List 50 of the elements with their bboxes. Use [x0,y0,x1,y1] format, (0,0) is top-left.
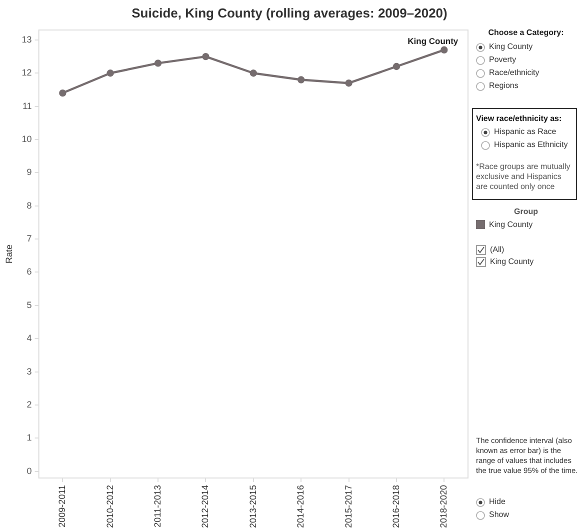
x-tick-label: 2012-2014 [200,484,210,528]
legend-label: King County [489,220,533,229]
text: King County [490,257,534,266]
point [345,79,352,87]
y-tick-label: 10 [22,134,32,144]
y-tick-label: 6 [26,266,32,277]
text: View race/ethnicity as: [476,114,562,124]
x-tick-label: 2018-2020 [438,484,449,528]
x-tick-label: 2009-2011 [57,484,68,528]
y-tick-label: 3 [26,366,32,376]
point [59,89,66,97]
text: Regions [489,81,518,90]
y-tick-label: 11 [22,100,32,111]
text: Hide [489,497,506,506]
y-tick-label: 12 [22,68,32,78]
y-tick-label: 5 [26,300,32,310]
y-tick-label: 1 [26,432,32,443]
point [154,60,162,67]
point [202,52,210,60]
text: Hispanic as Ethnicity [494,140,568,149]
y-axis-title: Rate [4,244,14,264]
x-tick-label: 2016-2018 [390,484,401,528]
x-tick-label: 2010-2012 [104,484,115,528]
point [392,62,400,70]
point [106,70,114,77]
text: (All) [490,245,504,254]
text: Show [489,510,510,519]
x-tick-label: 2015-2017 [343,484,354,528]
text: Choose a Category: [487,28,565,38]
y-tick-label: 7 [26,234,32,244]
point [250,70,258,77]
x-tick-label: 2011-2013 [152,484,163,528]
text: Poverty [489,55,516,64]
y-tick-label: 4 [26,333,32,344]
y-tick-label: 9 [26,167,32,178]
y-tick-label: 0 [26,466,32,476]
y-tick-label: 2 [26,399,32,410]
x-tick-label: 2014-2016 [296,484,306,528]
chart-title: Suicide, King County (rolling averages: 2009–2020) [132,6,448,21]
y-tick-label: 8 [26,200,32,210]
point [440,46,448,54]
text: Race/ethnicity [489,68,540,77]
y-tick-label: 13 [22,34,32,44]
point [297,76,305,84]
text: King County [489,42,533,51]
text: Hispanic as Race [494,127,556,136]
text: King County [408,36,458,46]
text: *Race groups are mutually exclusive and Hispanics are counted only once [476,162,571,192]
legend-title: Group [513,207,539,216]
x-tick-label: 2013-2015 [248,484,258,528]
